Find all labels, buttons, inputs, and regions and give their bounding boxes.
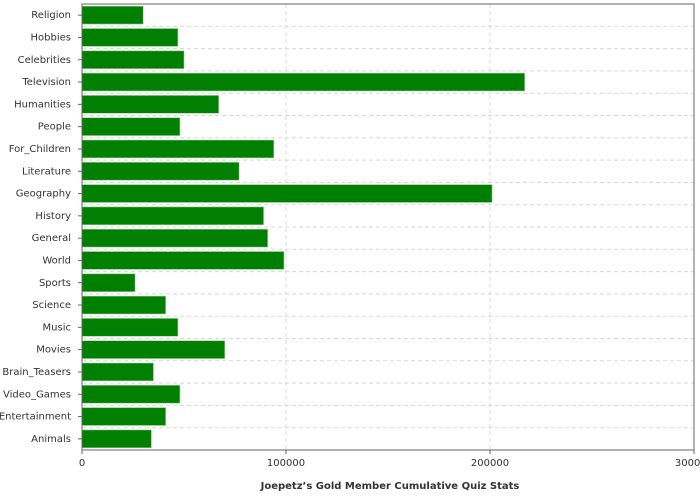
y-tick-label: Hobbies <box>31 32 71 43</box>
x-axis-label: Joepetz’s Gold Member Cumulative Quiz St… <box>260 481 520 492</box>
y-tick-label: History <box>35 211 71 222</box>
bar <box>81 407 166 426</box>
x-tick-label: 0 <box>79 458 85 469</box>
y-tick-label: Religion <box>31 10 71 21</box>
bar <box>81 117 181 136</box>
y-tick-label: Movies <box>36 345 71 356</box>
bar <box>81 139 275 159</box>
y-tick-label: Humanities <box>14 99 71 110</box>
y-tick-label: Sports <box>39 278 71 289</box>
y-tick-label: For_Children <box>9 144 71 155</box>
plot-border <box>81 3 695 451</box>
y-tick-label: Celebrities <box>18 55 71 66</box>
y-tick-label: Television <box>21 77 71 88</box>
bar <box>81 206 264 226</box>
x-tick-label: 200000 <box>471 458 509 469</box>
x-tick-label: 300000 <box>675 458 700 469</box>
bar <box>81 273 136 292</box>
y-tick-label: General <box>32 233 71 244</box>
bar <box>81 50 185 69</box>
y-tick-label: Entertainment <box>0 412 71 423</box>
y-tick-label: World <box>42 255 71 266</box>
y-tick-label: People <box>38 122 71 133</box>
bar <box>81 362 154 382</box>
x-tick-label: 100000 <box>267 458 305 469</box>
bar <box>81 340 226 359</box>
y-tick-label: Music <box>43 322 71 333</box>
bar <box>81 95 219 114</box>
y-tick-label: Video_Games <box>3 389 71 400</box>
bar <box>81 184 493 203</box>
y-tick-label: Animals <box>31 434 71 445</box>
bar <box>81 162 240 181</box>
y-tick-label: Geography <box>16 189 71 200</box>
bar <box>81 295 166 315</box>
bar <box>81 28 179 47</box>
y-tick-label: Literature <box>22 166 71 177</box>
bar <box>81 228 268 248</box>
bar <box>81 72 525 92</box>
bar <box>81 429 152 449</box>
y-tick-label: Science <box>32 300 71 311</box>
bar <box>81 318 179 337</box>
bar <box>81 385 181 404</box>
bar <box>81 251 285 270</box>
bar <box>81 5 144 25</box>
y-tick-label: Brain_Teasers <box>2 367 71 378</box>
